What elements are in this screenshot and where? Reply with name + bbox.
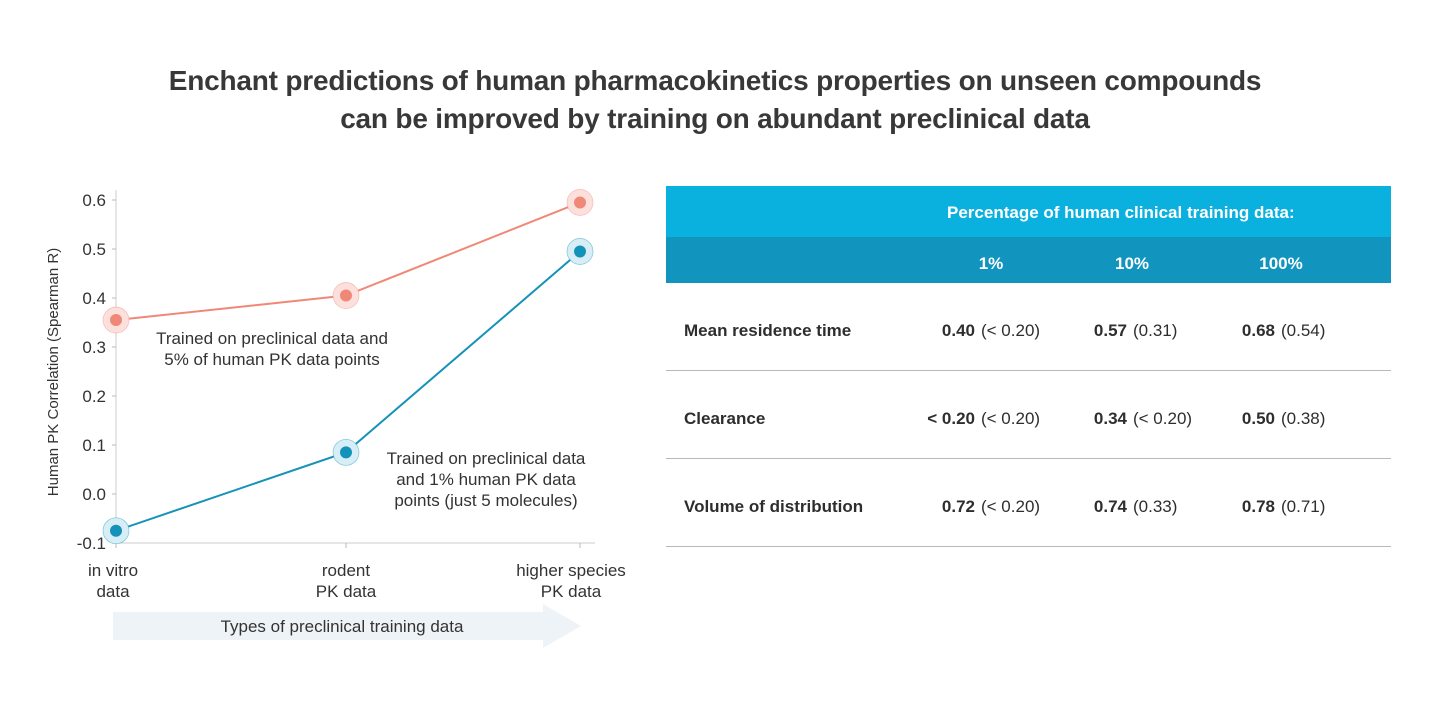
x-tick-label: rodent xyxy=(322,561,370,580)
cell-baseline: (< 0.20) xyxy=(1133,409,1193,428)
cell-value: 0.50 xyxy=(1241,409,1275,428)
column-header-100pct: 100% xyxy=(1259,254,1303,273)
cell-baseline: (0.54) xyxy=(1281,321,1326,340)
x-tick-label: data xyxy=(96,582,130,601)
data-point xyxy=(574,245,586,258)
cell-value: 0.57 xyxy=(1093,321,1127,340)
row-label: Mean residence time xyxy=(684,321,852,340)
column-header-1pct: 1% xyxy=(978,254,1004,273)
cell-value: < 0.20 xyxy=(927,409,975,428)
y-tick-label: 0.4 xyxy=(82,289,106,308)
line-chart: Types of preclinical training data 0.60.… xyxy=(45,189,626,648)
chart-series xyxy=(102,189,594,545)
x-axis-arrow xyxy=(113,604,581,648)
x-axis-arrow-group: Types of preclinical training data xyxy=(113,604,581,648)
y-tick-label: 0.3 xyxy=(82,338,106,357)
page-title: Enchant predictions of human pharmacokin… xyxy=(0,62,1430,138)
cell-value: 0.68 xyxy=(1241,321,1275,340)
series-annotation: points (just 5 molecules) xyxy=(394,491,577,510)
data-point xyxy=(110,524,122,537)
pk-results-table: Percentage of human clinical training da… xyxy=(666,186,1391,547)
series-annotation: and 1% human PK data xyxy=(396,470,576,489)
cell-baseline: (0.33) xyxy=(1133,497,1178,516)
cell-value: 0.72 xyxy=(941,497,975,516)
y-axis-title: Human PK Correlation (Spearman R) xyxy=(45,248,62,496)
data-point xyxy=(574,196,586,209)
y-tick-label: 0.0 xyxy=(82,485,106,504)
table-row-mean-residence-time: Mean residence time 0.40 (< 0.20) 0.57 (0.… xyxy=(666,283,1391,371)
table-header-banner: Percentage of human clinical training da… xyxy=(666,186,1391,237)
table-row-volume-of-distribution: Volume of distribution 0.72 (< 0.20) 0.74… xyxy=(666,459,1391,547)
table-column-headers: 1% 10% 100% xyxy=(666,237,1391,283)
data-point xyxy=(340,289,352,302)
chart-labels: Trained on preclinical data and 5% of hum… xyxy=(156,329,586,510)
data-point xyxy=(340,446,352,459)
x-tick-label: PK data xyxy=(316,582,377,601)
column-header-10pct: 10% xyxy=(1114,254,1150,273)
cell-value: 0.78 xyxy=(1241,497,1275,516)
row-label: Volume of distribution xyxy=(684,497,864,516)
table-row-clearance: Clearance < 0.20 (< 0.20) 0.34 (< 0.20) 0.… xyxy=(666,371,1391,459)
cell-baseline: (< 0.20) xyxy=(981,321,1041,340)
cell-baseline: (0.31) xyxy=(1133,321,1178,340)
x-tick-label: higher species xyxy=(516,561,626,580)
cell-baseline: (< 0.20) xyxy=(981,409,1041,428)
cell-value: 0.40 xyxy=(941,321,975,340)
chart-axes: 0.6 0.5 0.4 0.3 0.2 0.1 0.0 -0.1 Human PK Correl… xyxy=(45,190,626,601)
series-annotation: Trained on preclinical data xyxy=(387,449,586,468)
cell-baseline: (0.38) xyxy=(1281,409,1326,428)
y-tick-label: 0.6 xyxy=(82,191,106,210)
row-label: Clearance xyxy=(684,409,766,428)
y-tick-label: 0.5 xyxy=(82,240,106,259)
y-tick-label: 0.1 xyxy=(82,436,106,455)
title-line-2: can be improved by training on abundant … xyxy=(340,103,1090,134)
x-axis-title: Types of preclinical training data xyxy=(221,617,464,636)
table-header-title: Percentage of human clinical training da… xyxy=(947,203,1295,222)
x-tick-label: PK data xyxy=(541,582,602,601)
cell-value: 0.34 xyxy=(1093,409,1127,428)
cell-baseline: (0.71) xyxy=(1281,497,1326,516)
x-tick-label: in vitro xyxy=(88,561,138,580)
title-line-1: Enchant predictions of human pharmacokin… xyxy=(168,65,1262,96)
y-tick-label: 0.2 xyxy=(82,387,106,406)
y-tick-label: -0.1 xyxy=(77,534,106,553)
data-point xyxy=(110,314,122,327)
series-annotation: Trained on preclinical data and xyxy=(156,329,388,348)
cell-baseline: (< 0.20) xyxy=(981,497,1041,516)
series-annotation: 5% of human PK data points xyxy=(164,350,379,369)
cell-value: 0.74 xyxy=(1093,497,1127,516)
